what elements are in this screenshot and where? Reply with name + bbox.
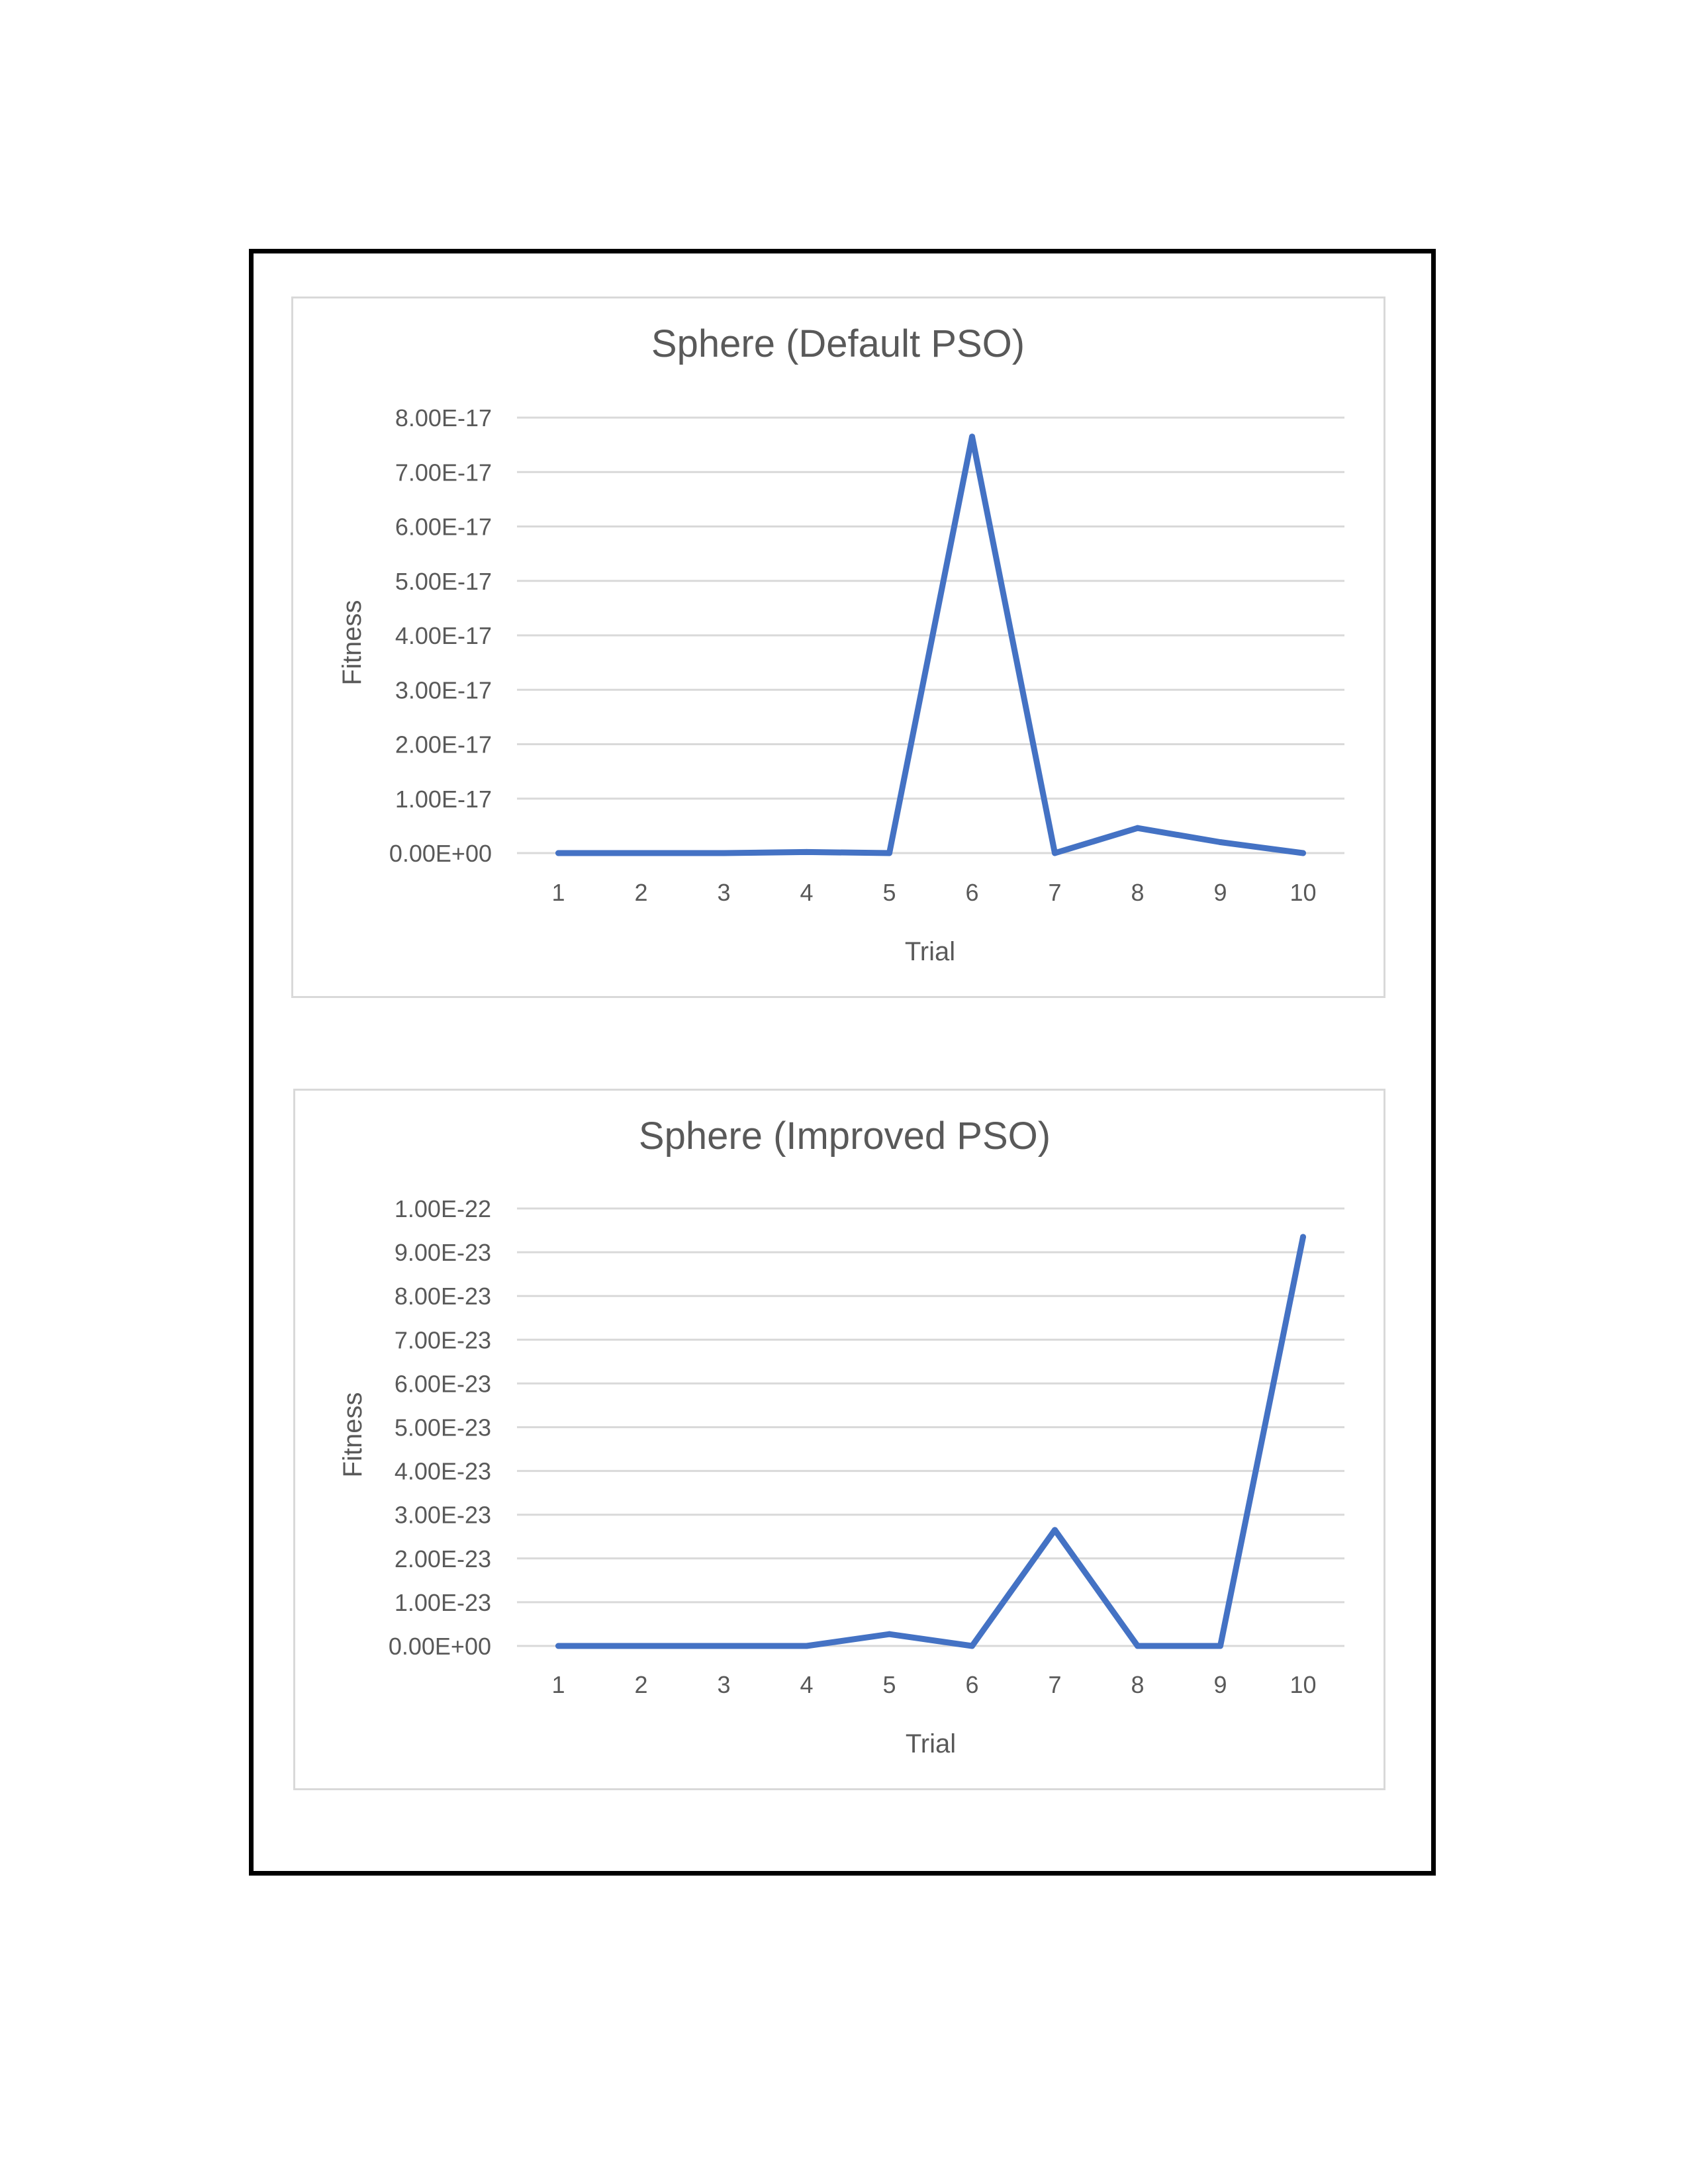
x-tick-label: 1 [551,879,565,906]
y-tick-label: 5.00E-23 [395,1414,491,1441]
x-tick-label: 3 [717,879,730,906]
data-point [804,1643,810,1649]
x-tick-label: 2 [634,879,647,906]
chart-title: Sphere (Improved PSO) [639,1115,1051,1158]
y-tick-label: 4.00E-17 [395,622,492,649]
x-tick-label: 9 [1213,879,1227,906]
series-line [555,1234,1306,1649]
y-axis-label: Fitness [338,1392,367,1478]
data-point [1217,839,1223,846]
data-point [555,1643,561,1649]
data-point [1052,1527,1058,1533]
x-axis-label: Trial [905,937,955,966]
x-tick-label: 9 [1213,1671,1227,1698]
data-point [721,1643,727,1649]
data-point [555,850,561,856]
y-tick-label: 0.00E+00 [389,1633,491,1660]
y-tick-label: 8.00E-17 [395,404,492,432]
series-line [555,433,1306,856]
y-tick-label: 4.00E-23 [395,1458,491,1485]
chart-panel-improved-pso: Sphere (Improved PSO) 0.00E+00 1.00E-23 2.… [293,1089,1385,1790]
x-tick-labels: 1 2 3 4 5 6 7 8 9 10 [551,1671,1316,1698]
chart-default-pso: Sphere (Default PSO) 0.00E+00 1.00E-17 2.0… [338,322,1344,966]
series-layer [555,1234,1306,1649]
data-point [1300,1234,1306,1240]
x-tick-label: 5 [882,1671,896,1698]
data-point [1217,1643,1223,1649]
chart-title: Sphere (Default PSO) [651,322,1025,365]
y-tick-label: 5.00E-17 [395,568,492,595]
data-point [721,850,727,856]
data-point [1135,1643,1141,1649]
data-point [638,850,644,856]
y-tick-label: 6.00E-17 [395,514,492,541]
y-tick-label: 1.00E-22 [395,1195,491,1222]
x-tick-label: 2 [634,1671,647,1698]
y-tick-label: 7.00E-23 [395,1326,491,1353]
x-tick-label: 7 [1048,879,1061,906]
x-tick-label: 8 [1131,879,1144,906]
grid-lines [517,416,1344,854]
x-tick-label: 4 [800,879,813,906]
y-tick-label: 1.00E-17 [395,786,492,813]
data-point [1300,850,1306,856]
data-point [1052,850,1058,856]
y-tick-label: 3.00E-23 [395,1502,491,1529]
y-tick-label: 8.00E-23 [395,1283,491,1310]
data-point [804,848,810,855]
series-layer [555,433,1306,856]
data-point [1135,825,1141,831]
x-tick-label: 10 [1289,879,1316,906]
y-tick-label: 7.00E-17 [395,459,492,486]
chart-panel-default-pso: Sphere (Default PSO) 0.00E+00 1.00E-17 2.0… [291,296,1385,998]
grid-lines [517,1207,1344,1647]
x-tick-labels: 1 2 3 4 5 6 7 8 9 10 [551,879,1316,906]
data-point [969,433,975,440]
x-tick-label: 5 [882,879,896,906]
x-tick-label: 1 [551,1671,565,1698]
data-point [638,1643,644,1649]
x-tick-label: 8 [1131,1671,1144,1698]
y-tick-label: 2.00E-23 [395,1545,491,1572]
y-tick-label: 6.00E-23 [395,1370,491,1397]
y-tick-labels: 0.00E+00 1.00E-23 2.00E-23 3.00E-23 4.00E-23… [389,1195,491,1660]
y-tick-label: 0.00E+00 [389,840,492,867]
chart-improved-pso: Sphere (Improved PSO) 0.00E+00 1.00E-23 2.… [338,1115,1344,1758]
y-tick-label: 3.00E-17 [395,676,492,704]
x-tick-label: 6 [965,1671,978,1698]
x-tick-label: 4 [800,1671,813,1698]
x-tick-label: 7 [1048,1671,1061,1698]
y-tick-label: 9.00E-23 [395,1239,491,1266]
data-point [969,1643,975,1649]
y-tick-labels: 0.00E+00 1.00E-17 2.00E-17 3.00E-17 4.00E-17… [389,404,492,867]
x-axis-label: Trial [906,1729,956,1758]
data-point [886,1631,892,1637]
x-tick-label: 6 [965,879,978,906]
x-tick-label: 3 [717,1671,730,1698]
x-tick-label: 10 [1289,1671,1316,1698]
y-tick-label: 2.00E-17 [395,731,492,758]
y-axis-label: Fitness [338,600,367,686]
data-point [886,850,892,856]
y-tick-label: 1.00E-23 [395,1589,491,1616]
outer-frame [249,249,1436,1876]
